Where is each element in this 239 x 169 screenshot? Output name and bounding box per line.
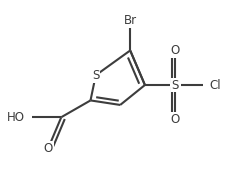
Text: S: S — [172, 79, 179, 91]
Text: O: O — [171, 113, 180, 126]
Text: O: O — [171, 44, 180, 57]
Text: HO: HO — [6, 111, 24, 124]
Text: Cl: Cl — [210, 79, 221, 91]
Text: S: S — [92, 69, 99, 82]
Text: Br: Br — [124, 14, 137, 27]
Text: O: O — [43, 142, 53, 155]
